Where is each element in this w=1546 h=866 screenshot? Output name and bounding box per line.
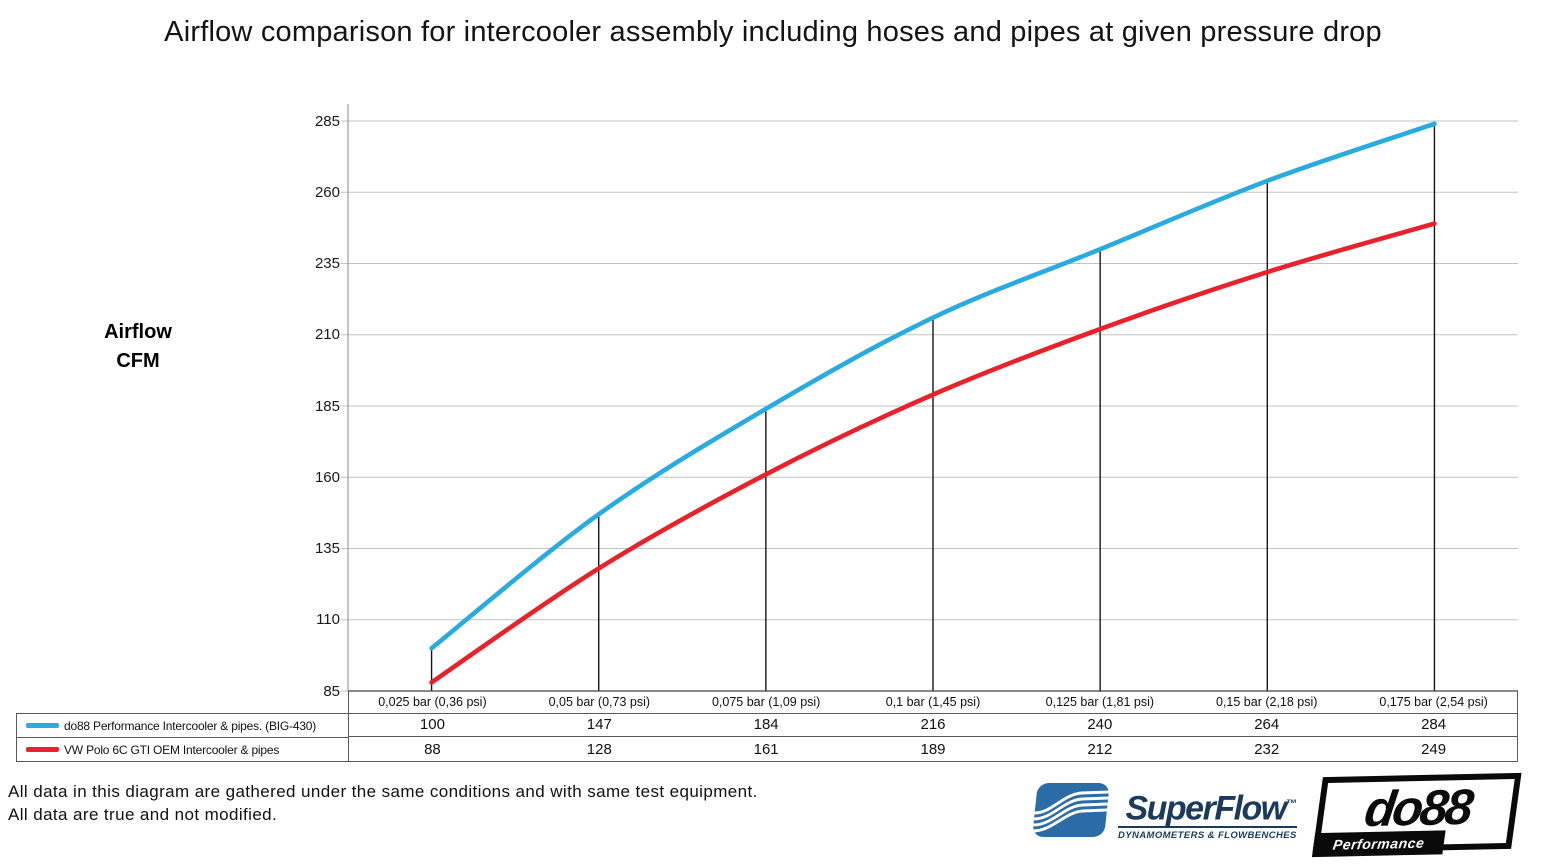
legend-item-oem: VW Polo 6C GTI OEM Intercooler & pipes <box>17 738 348 761</box>
x-axis-category-row: 0,025 bar (0,36 psi) 0,05 bar (0,73 psi) 0… <box>348 691 1518 714</box>
footer-line-2: All data are true and not modified. <box>8 804 278 824</box>
table-value: 147 <box>586 716 612 733</box>
x-category-label: 0,15 bar (2,18 psi) <box>1216 695 1318 709</box>
y-axis-label-line2: CFM <box>116 350 160 372</box>
do88-performance-bar: Performance <box>1311 830 1446 858</box>
y-tick-label: 185 <box>314 397 340 415</box>
legend-label-oem: VW Polo 6C GTI OEM Intercooler & pipes <box>64 742 280 757</box>
y-axis-label-line1: Airflow <box>104 321 172 343</box>
y-axis-label: Airflow CFM <box>60 318 216 376</box>
table-value: 88 <box>424 740 441 758</box>
series-line-do88 <box>429 121 1437 651</box>
superflow-name: SuperFlow™ <box>1125 787 1296 825</box>
data-table: 100 147 184 216 240 264 284 88 128 161 189 212 232 2… <box>348 713 1518 762</box>
table-row-oem-values: 88 128 161 189 212 232 249 <box>349 737 1517 761</box>
x-category-label: 0,125 bar (1,81 psi) <box>1045 695 1155 709</box>
superflow-trademark: ™ <box>1285 798 1297 810</box>
superflow-logo: SuperFlow™ DYNAMOMETERS & FLOWBENCHES <box>1030 781 1297 841</box>
y-tick-label: 260 <box>314 183 340 201</box>
superflow-tagline: DYNAMOMETERS & FLOWBENCHES <box>1118 826 1297 841</box>
y-tick-label: 285 <box>314 112 340 130</box>
table-value: 100 <box>419 716 445 733</box>
legend-item-do88: do88 Performance Intercooler & pipes. (B… <box>17 714 348 738</box>
superflow-name-text: SuperFlow <box>1125 789 1287 828</box>
do88-tagline: Performance <box>1331 834 1426 853</box>
page-title: Airflow comparison for intercooler assem… <box>0 14 1546 51</box>
legend: do88 Performance Intercooler & pipes. (B… <box>16 713 349 762</box>
table-value: 249 <box>1421 740 1447 758</box>
y-tick-label: 110 <box>316 611 340 629</box>
series-line-oem <box>429 221 1437 685</box>
table-value: 284 <box>1421 716 1447 733</box>
footer-line-1: All data in this diagram are gathered un… <box>8 782 758 801</box>
table-value: 128 <box>586 740 612 758</box>
x-category-label: 0,025 bar (0,36 psi) <box>378 695 487 709</box>
table-value: 184 <box>753 716 779 733</box>
x-category-label: 0,05 bar (0,73 psi) <box>548 695 651 709</box>
table-value: 216 <box>920 716 946 733</box>
table-value: 189 <box>920 740 946 758</box>
table-value: 161 <box>753 740 779 758</box>
x-category-label: 0,1 bar (1,45 psi) <box>885 695 981 709</box>
table-value: 232 <box>1254 740 1280 758</box>
legend-swatch-blue <box>26 723 59 728</box>
legend-swatch-red <box>26 747 59 752</box>
y-tick-label: 235 <box>314 255 340 272</box>
x-category-label: 0,075 bar (1,09 psi) <box>711 695 821 709</box>
y-tick-label: 85 <box>323 682 340 700</box>
table-value: 240 <box>1087 716 1113 733</box>
y-tick-label: 135 <box>314 540 340 557</box>
page-title-text: Airflow comparison for intercooler assem… <box>164 16 1382 48</box>
superflow-wave-icon <box>1032 783 1109 837</box>
table-value: 212 <box>1087 740 1113 758</box>
x-category-label: 0,175 bar (2,54 psi) <box>1379 695 1488 709</box>
footer-note: All data in this diagram are gathered un… <box>8 781 758 826</box>
do88-logo: do88 Performance <box>1311 772 1522 858</box>
table-value: 264 <box>1254 716 1280 733</box>
y-tick-label: 210 <box>314 326 340 344</box>
superflow-text-block: SuperFlow™ DYNAMOMETERS & FLOWBENCHES <box>1118 787 1297 841</box>
y-tick-label: 160 <box>314 468 340 486</box>
table-row-do88-values: 100 147 184 216 240 264 284 <box>349 713 1517 737</box>
legend-label-do88: do88 Performance Intercooler & pipes. (B… <box>64 718 317 733</box>
